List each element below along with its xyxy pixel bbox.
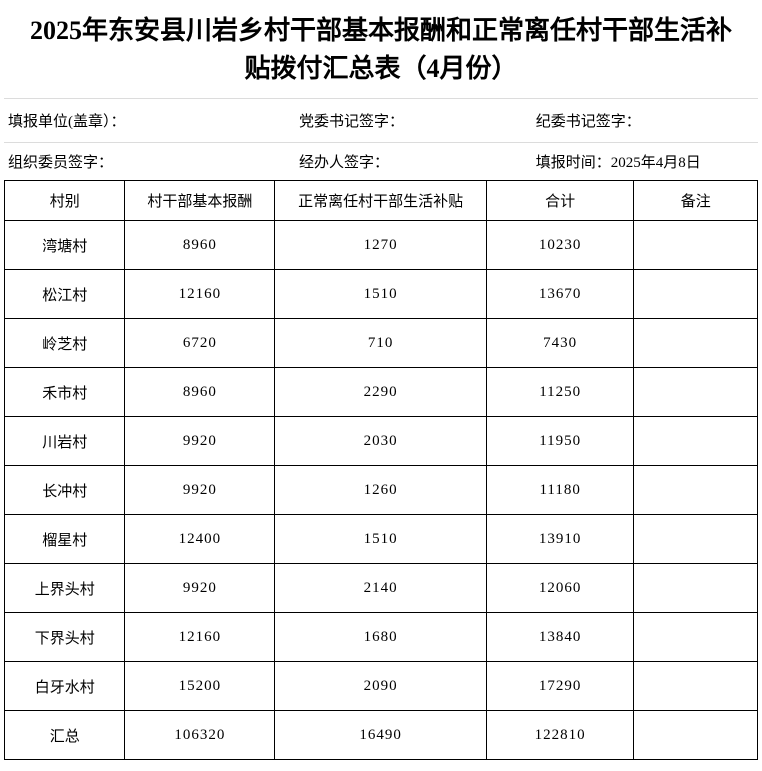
cell-base-salary: 12160 <box>124 269 276 319</box>
cell-remark <box>633 612 758 662</box>
cell-village: 下界头村 <box>3 612 126 662</box>
cell-village: 白牙水村 <box>3 661 126 711</box>
col-header-retired-subsidy: 正常离任村干部生活补贴 <box>274 180 487 221</box>
page-title: 2025年东安县川岩乡村干部基本报酬和正常离任村干部生活补贴拨付汇总表（4月份） <box>29 16 732 83</box>
table-row: 岭芝村 6720 710 7430 <box>3 318 758 368</box>
table-row: 上界头村 9920 2140 12060 <box>3 563 758 613</box>
cell-remark <box>633 318 758 368</box>
cell-retired-subsidy: 1510 <box>274 269 487 319</box>
cell-total: 7430 <box>485 318 635 368</box>
cell-total: 11250 <box>485 367 635 417</box>
table-row: 松江村 12160 1510 13670 <box>3 269 758 319</box>
report-date-value: 2025年4月8日 <box>610 155 701 171</box>
table-header-row: 村别 村干部基本报酬 正常离任村干部生活补贴 合计 备注 <box>3 180 758 221</box>
table-row: 榴星村 12400 1510 13910 <box>3 514 758 564</box>
cell-base-salary: 12160 <box>124 612 276 662</box>
party-secretary-signature-label: 党委书记签字： <box>299 114 405 130</box>
cell-total: 13670 <box>485 269 635 319</box>
cell-village: 榴星村 <box>3 514 126 564</box>
cell-base-salary: 8960 <box>124 220 276 270</box>
cell-base-salary: 6720 <box>124 318 276 368</box>
signature-section: 填报单位(盖章）： 党委书记签字： 纪委书记签字： 组织委员签字： 经办人签字：… <box>4 98 758 180</box>
cell-total: 13910 <box>485 514 635 564</box>
cell-remark <box>633 710 758 760</box>
cell-total: 13840 <box>485 612 635 662</box>
cell-base-salary: 9920 <box>124 563 276 613</box>
cell-retired-subsidy: 710 <box>274 318 487 368</box>
cell-village: 松江村 <box>3 269 126 319</box>
cell-retired-subsidy: 2290 <box>274 367 487 417</box>
col-header-remark: 备注 <box>633 180 758 221</box>
cell-retired-subsidy: 2030 <box>274 416 487 466</box>
cell-village: 上界头村 <box>3 563 126 613</box>
col-header-base-salary: 村干部基本报酬 <box>124 180 276 221</box>
signature-row-1: 填报单位(盖章）： 党委书记签字： 纪委书记签字： <box>4 99 758 143</box>
cell-remark <box>633 563 758 613</box>
cell-retired-subsidy: 16490 <box>274 710 487 760</box>
cell-village: 川岩村 <box>3 416 126 466</box>
table-row: 白牙水村 15200 2090 17290 <box>3 661 758 711</box>
summary-table: 村别 村干部基本报酬 正常离任村干部生活补贴 合计 备注 湾塘村 8960 12… <box>3 180 758 760</box>
cell-village: 湾塘村 <box>3 220 126 270</box>
cell-village: 长冲村 <box>3 465 126 515</box>
table-row: 下界头村 12160 1680 13840 <box>3 612 758 662</box>
cell-base-salary: 9920 <box>124 416 276 466</box>
cell-total: 11950 <box>485 416 635 466</box>
cell-total: 17290 <box>485 661 635 711</box>
cell-retired-subsidy: 1680 <box>274 612 487 662</box>
cell-remark <box>633 220 758 270</box>
cell-village: 禾市村 <box>3 367 126 417</box>
report-date-label: 填报时间： <box>535 155 611 171</box>
cell-remark <box>633 465 758 515</box>
cell-remark <box>633 367 758 417</box>
col-header-village: 村别 <box>3 180 126 221</box>
table-row: 禾市村 8960 2290 11250 <box>3 367 758 417</box>
cell-base-salary: 9920 <box>124 465 276 515</box>
table-row: 长冲村 9920 1260 11180 <box>3 465 758 515</box>
organization-member-signature-label: 组织委员签字： <box>8 155 114 171</box>
table-row: 川岩村 9920 2030 11950 <box>3 416 758 466</box>
handler-signature-label: 经办人签字： <box>299 155 390 171</box>
discipline-secretary-signature-label: 纪委书记签字： <box>535 114 641 130</box>
cell-base-salary: 12400 <box>124 514 276 564</box>
cell-total: 122810 <box>485 710 635 760</box>
cell-remark <box>633 514 758 564</box>
cell-remark <box>633 269 758 319</box>
cell-total: 10230 <box>485 220 635 270</box>
cell-base-salary: 8960 <box>124 367 276 417</box>
signature-row-2: 组织委员签字： 经办人签字： 填报时间：2025年4月8日 <box>4 143 758 180</box>
cell-remark <box>633 661 758 711</box>
col-header-total: 合计 <box>485 180 635 221</box>
reporting-unit-label: 填报单位(盖章）： <box>8 114 126 130</box>
report-date: 填报时间：2025年4月8日 <box>532 151 758 172</box>
cell-retired-subsidy: 2090 <box>274 661 487 711</box>
table-row-total: 汇总 106320 16490 122810 <box>3 710 758 760</box>
cell-base-salary: 15200 <box>124 661 276 711</box>
cell-village: 汇总 <box>3 710 126 760</box>
cell-village: 岭芝村 <box>3 318 126 368</box>
cell-remark <box>633 416 758 466</box>
cell-retired-subsidy: 1270 <box>274 220 487 270</box>
cell-retired-subsidy: 2140 <box>274 563 487 613</box>
cell-total: 11180 <box>485 465 635 515</box>
cell-total: 12060 <box>485 563 635 613</box>
table-row: 湾塘村 8960 1270 10230 <box>3 220 758 270</box>
cell-retired-subsidy: 1260 <box>274 465 487 515</box>
cell-base-salary: 106320 <box>124 710 276 760</box>
cell-retired-subsidy: 1510 <box>274 514 487 564</box>
